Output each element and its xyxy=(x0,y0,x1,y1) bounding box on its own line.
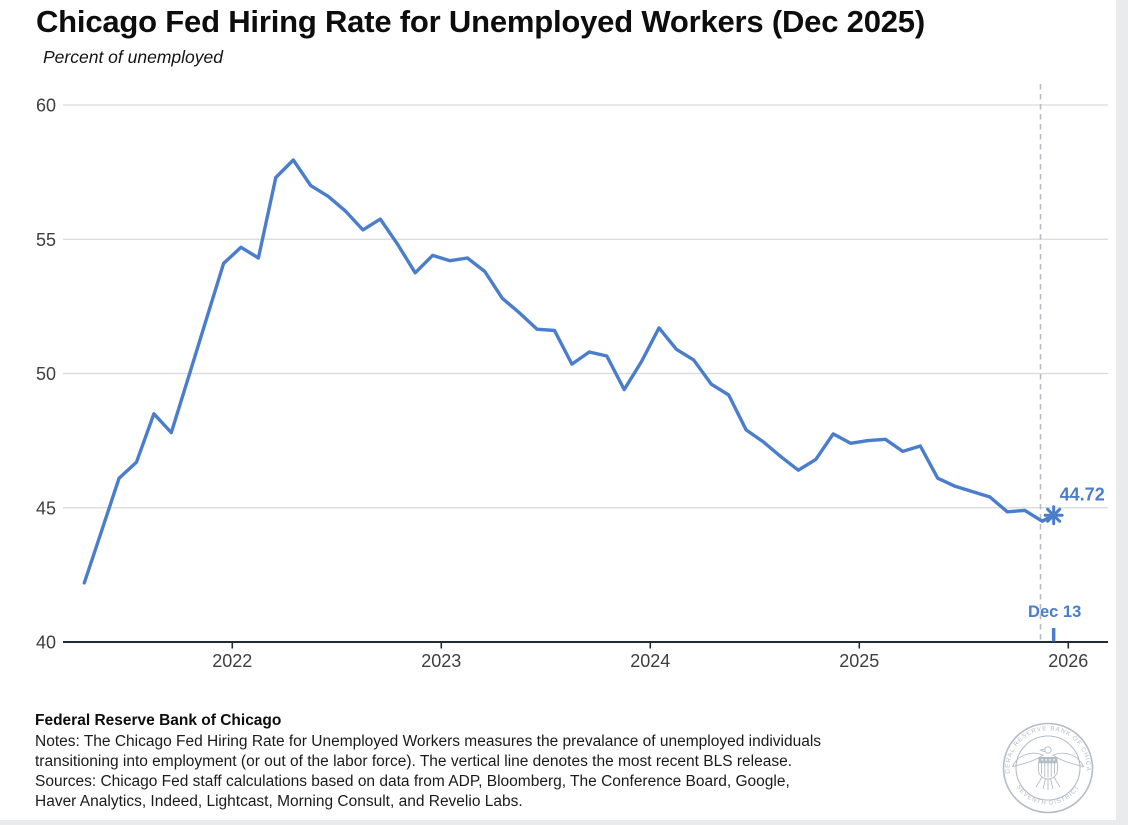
latest-value-label: 44.72 xyxy=(1060,484,1105,504)
latest-date-label: Dec 13 xyxy=(1028,603,1081,621)
latest-point-marker xyxy=(1046,507,1062,523)
seal-eagle-icon xyxy=(1011,746,1085,790)
footer: Federal Reserve Bank of Chicago Notes: T… xyxy=(35,711,1000,812)
footer-sources-line-2: Haver Analytics, Indeed, Lightcast, Morn… xyxy=(35,793,523,810)
x-axis-tick-label: 2023 xyxy=(421,651,461,671)
y-axis-tick-label: 45 xyxy=(36,498,56,518)
footer-sources-line-1: Sources: Chicago Fed staff calculations … xyxy=(35,773,790,790)
seal-top-text: FEDERAL RESERVE BANK OF CHICAGO xyxy=(0,0,1091,774)
y-axis-tick-label: 55 xyxy=(36,230,56,250)
footer-notes-line-1: Notes: The Chicago Fed Hiring Rate for U… xyxy=(35,733,822,750)
x-axis-tick-label: 2026 xyxy=(1048,651,1088,671)
y-axis-tick-label: 50 xyxy=(36,364,56,384)
frb-chicago-seal-logo: FEDERAL RESERVE BANK OF CHICAGO SEVENTH … xyxy=(0,0,1094,814)
x-axis-tick-label: 2024 xyxy=(630,651,670,671)
seal-inner-ring xyxy=(1015,735,1081,801)
footer-notes-line-2: transitioning into employment (or out of… xyxy=(35,753,793,770)
series-line xyxy=(82,158,1056,585)
y-axis-tick-label: 60 xyxy=(36,96,56,116)
chart-subtitle: Percent of unemployed xyxy=(43,47,223,67)
footer-org: Federal Reserve Bank of Chicago xyxy=(35,712,282,729)
plot-area: 40 45 50 55 60 2022 2023 2024 2025 2026 44.72 Dec 1… xyxy=(36,84,1108,671)
seal-outer-ring xyxy=(1002,722,1094,814)
chart-title: Chicago Fed Hiring Rate for Unemployed W… xyxy=(36,4,925,39)
x-axis-tick-label: 2022 xyxy=(212,651,252,671)
x-axis-tick-label: 2025 xyxy=(839,651,879,671)
y-axis-tick-label: 40 xyxy=(36,633,56,653)
